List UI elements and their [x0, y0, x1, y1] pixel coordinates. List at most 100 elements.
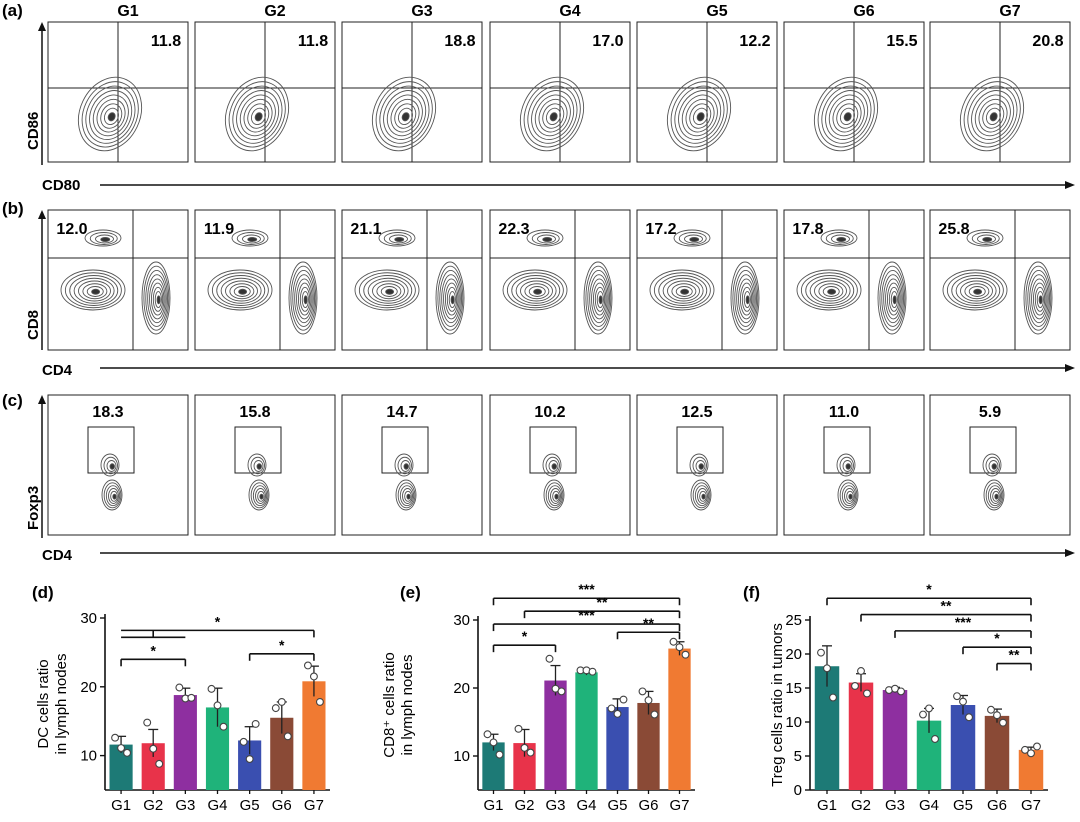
data-point-G1-0 — [483, 730, 492, 739]
flow-a-y-arrow — [38, 22, 46, 31]
cd4-population-ring-5 — [248, 479, 270, 511]
dc-population-ring-7 — [523, 81, 581, 148]
cd4-population-ring-4 — [839, 482, 858, 509]
flow-b-value-G3: 21.1 — [350, 221, 381, 238]
cd4-population-ring-5 — [736, 274, 756, 324]
cd4-population-ring-5 — [690, 479, 712, 511]
flow-a-x-arrow — [1065, 181, 1075, 189]
dc-population-ring-2 — [836, 103, 859, 129]
flow-a-x-title: CD80 — [42, 177, 80, 194]
double-neg-population-ring-1 — [822, 286, 840, 297]
dc-population-ring-4 — [386, 94, 423, 137]
flow-a-plot-G7: 20.8 — [929, 21, 1071, 163]
xtick-G5: G5 — [607, 797, 627, 814]
data-point-G7-1 — [1027, 749, 1035, 758]
cd8-population-ring-1 — [831, 234, 850, 244]
dc-population-ring-5 — [971, 90, 1015, 140]
chart-2-ytick-1: 5 — [794, 748, 802, 765]
treg-population-ring-0 — [256, 463, 262, 470]
dc-population-ring-5 — [531, 90, 575, 140]
treg-population-ring-1 — [695, 460, 706, 472]
treg-population-ring-2 — [839, 456, 854, 475]
cd4-population-ring-3 — [150, 282, 165, 316]
cd8-population-ring-1 — [684, 234, 703, 244]
data-point-G2-0 — [851, 682, 859, 690]
cd4-population-ring-4 — [591, 278, 608, 320]
data-point-G7-2 — [1033, 742, 1041, 751]
chart-0: 10 20 30 DC cells ratio in lymph nodes G1 G2 G3… — [35, 610, 330, 814]
sig-bracket-0-2: * — [248, 637, 315, 661]
flow-c-x-arrow — [1065, 549, 1075, 557]
data-point-G2-0 — [514, 724, 523, 733]
flow-c-plot-G2: 15.8 — [194, 394, 336, 536]
sig-bracket-1-4: * — [492, 628, 557, 653]
double-neg-population-ring-0 — [533, 288, 543, 295]
cd4-population-ring-1 — [110, 490, 118, 502]
sig-label: * — [994, 630, 1000, 646]
cd4-population-ring-3 — [105, 485, 121, 507]
cd4-population-ring-7 — [585, 265, 612, 331]
cd4-population-ring-2 — [888, 286, 900, 312]
data-point-G5-1 — [613, 709, 622, 718]
cd4-population-ring-1 — [154, 291, 162, 309]
dc-population-ring-6 — [967, 85, 1018, 144]
cd4-population-ring-2 — [594, 286, 606, 312]
flow-b-plot-G5: 17.2 — [636, 209, 778, 351]
cd4-population-ring-1 — [699, 490, 707, 502]
dc-population-ring-6 — [821, 85, 872, 144]
data-point-G1-2 — [123, 748, 132, 757]
flow-b-plot-G2: 11.9 — [194, 209, 336, 351]
dc-population-ring-8 — [371, 76, 437, 152]
cd4-population-ring-8 — [877, 261, 907, 335]
data-point-G4-0 — [207, 684, 216, 693]
data-point-G2-2 — [526, 748, 535, 757]
cd4-population-ring-3 — [841, 485, 857, 507]
dc-population-ring-7 — [375, 81, 433, 148]
double-neg-population-ring-7 — [60, 269, 126, 311]
treg-gate — [823, 426, 871, 474]
chart-0-y-title: DC cells ratio in lymph nodes — [35, 654, 70, 755]
treg-population-ring-3 — [247, 453, 267, 477]
double-neg-population-ring-0 — [385, 288, 395, 295]
cd8-population-ring-0 — [394, 237, 405, 242]
cd4-population-ring-5 — [883, 274, 903, 324]
data-point-G1-0 — [111, 733, 120, 742]
cd8-population-ring-2 — [531, 232, 560, 245]
chart-2-ytick-2: 10 — [785, 714, 802, 731]
cd4-population-ring-4 — [985, 482, 1004, 509]
sig-label: * — [150, 642, 156, 658]
dc-population-ring-8 — [959, 76, 1025, 152]
double-neg-population-ring-4 — [73, 277, 115, 304]
bar-G2 — [848, 682, 874, 790]
cd4-population-ring-2 — [402, 488, 413, 504]
dc-population-ring-3 — [390, 98, 420, 133]
cd8-population-ring-3 — [84, 229, 122, 247]
double-neg-population-ring-3 — [372, 280, 405, 302]
cd4-population-ring-0 — [450, 295, 455, 305]
xtick-G4: G4 — [207, 797, 227, 814]
cd4-population-ring-8 — [730, 261, 760, 335]
cd4-population-ring-6 — [734, 269, 758, 327]
treg-population-ring-3 — [836, 453, 856, 477]
cd4-population-ring-0 — [848, 493, 853, 500]
double-neg-population-ring-6 — [211, 272, 269, 309]
panel-label-b: (b) — [2, 199, 24, 218]
chart-1-y-title-line-1: in lymph nodes — [399, 655, 416, 756]
cd8-population-ring-0 — [100, 237, 111, 242]
double-neg-population-ring-4 — [367, 277, 409, 304]
data-point-G1-0 — [817, 648, 825, 657]
dc-population-ring-8 — [519, 76, 585, 152]
flow-group-label-G6: G6 — [853, 3, 874, 20]
dc-population-ring-6 — [527, 85, 578, 144]
double-neg-population-ring-2 — [229, 283, 255, 300]
treg-population-ring-1 — [548, 460, 559, 472]
cd4-population-ring-7 — [732, 265, 759, 331]
xtick-G2: G2 — [851, 797, 871, 814]
cd4-population-ring-4 — [443, 278, 460, 320]
cd4-population-ring-3 — [1032, 282, 1047, 316]
cd4-population-ring-1 — [846, 490, 854, 502]
cd4-population-ring-5 — [147, 274, 167, 324]
flow-group-label-G7: G7 — [999, 3, 1020, 20]
sig-bracket-2-2: *** — [894, 614, 1032, 638]
